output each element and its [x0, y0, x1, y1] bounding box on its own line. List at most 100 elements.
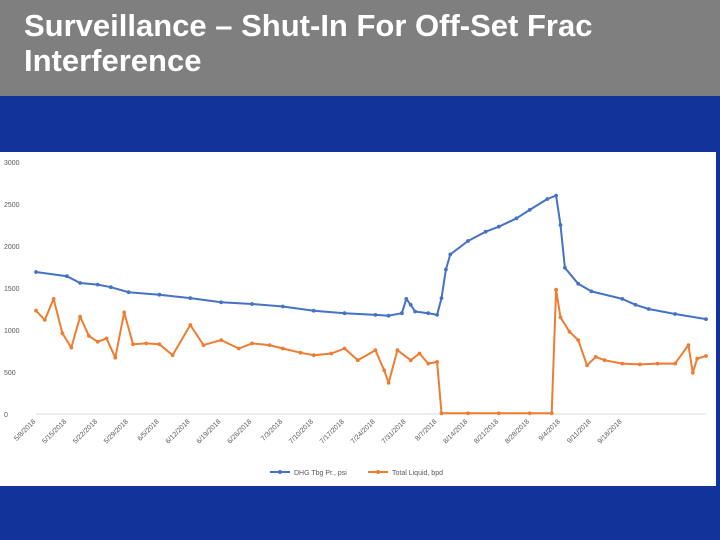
total-liquid-point [311, 353, 316, 358]
y-tick-label: 3000 [4, 160, 20, 167]
tubing-pressure-legend-label: DHG Tbg Pr., psi [294, 470, 347, 477]
tubing-pressure-point [426, 311, 431, 316]
total-liquid-point [417, 351, 422, 356]
total-liquid-point [690, 370, 695, 375]
total-liquid-point [42, 318, 47, 322]
total-liquid-point [620, 361, 625, 366]
total-liquid-point [113, 355, 118, 360]
total-liquid-point [602, 358, 607, 363]
total-liquid-point [131, 342, 135, 347]
line-chart: 0 500 1000 1500 2000 2500 3000 5/8/2018 5/15/201… [4, 160, 708, 477]
tubing-pressure-point [188, 296, 193, 300]
tubing-pressure-point [673, 312, 677, 316]
x-tick-label: 7/17/2018 [319, 418, 346, 445]
chart-panel: 0 500 1000 1500 2000 2500 3000 5/8/2018 5/15/201… [0, 152, 716, 486]
tubing-pressure-point [466, 239, 470, 243]
tubing-pressure-point [558, 223, 563, 227]
tubing-pressure-point [400, 311, 404, 316]
tubing-pressure-point [633, 302, 638, 307]
total-liquid-point [426, 361, 431, 366]
tubing-pressure-point [545, 197, 550, 201]
x-tick-label: 8/28/2018 [504, 418, 531, 445]
total-liquid-point [686, 343, 691, 347]
tubing-pressure-point [527, 208, 532, 212]
total-liquid-point [386, 381, 391, 385]
title-bar: Surveillance – Shut-In For Off-Set Frac … [0, 0, 720, 96]
total-liquid-point [408, 358, 413, 363]
total-liquid-point [585, 363, 589, 368]
total-liquid-point [382, 368, 387, 373]
tubing-pressure-point [483, 229, 488, 234]
tubing-pressure-point [646, 307, 651, 311]
total-liquid-point [704, 354, 708, 358]
total-liquid-point [69, 345, 74, 350]
tubing-pressure-point [413, 309, 417, 314]
total-liquid-point [201, 343, 206, 347]
total-liquid-point [219, 338, 224, 342]
tubing-pressure-point [448, 252, 453, 257]
x-tick-label: 5/8/2018 [13, 418, 37, 442]
total-liquid-point [51, 297, 56, 301]
tubing-pressure-point [554, 193, 558, 198]
total-liquid-legend-marker [376, 470, 380, 474]
total-liquid-point [558, 315, 563, 320]
tubing-pressure-point [311, 308, 316, 313]
tubing-pressure-point [342, 311, 347, 316]
total-liquid-point [576, 338, 581, 342]
blue-band-bottom [0, 486, 720, 540]
x-tick-label: 9/18/2018 [597, 418, 624, 445]
total-liquid-point [342, 346, 347, 351]
tubing-pressure-point [620, 297, 625, 301]
tubing-pressure-line [35, 194, 707, 321]
x-tick-label: 6/5/2018 [137, 418, 161, 442]
x-tick-label: 5/29/2018 [103, 418, 130, 445]
total-liquid-point [267, 343, 272, 347]
tubing-pressure-point [439, 296, 444, 300]
x-tick-label: 7/24/2018 [350, 418, 377, 445]
total-liquid-point [122, 310, 127, 315]
total-liquid-point [435, 360, 439, 364]
x-tick-label: 7/3/2018 [260, 418, 284, 442]
x-tick-label: 7/10/2018 [288, 418, 315, 445]
slide-title: Surveillance – Shut-In For Off-Set Frac … [24, 8, 593, 78]
tubing-pressure-point [576, 281, 581, 286]
tubing-pressure-point [219, 300, 224, 305]
total-liquid-point [236, 346, 241, 351]
total-liquid-point [373, 348, 378, 353]
total-liquid-point [554, 287, 558, 292]
x-tick-label: 5/22/2018 [72, 418, 99, 445]
total-liquid-point [188, 323, 193, 327]
total-liquid-point [104, 336, 109, 341]
total-liquid-point [673, 361, 677, 366]
tubing-pressure-point [95, 282, 100, 287]
total-liquid-point [496, 411, 501, 416]
x-tick-label: 7/31/2018 [381, 418, 408, 445]
blue-band-top [0, 96, 720, 152]
y-tick-label: 1500 [4, 286, 20, 293]
tubing-pressure-point [34, 270, 38, 274]
total-liquid-point [144, 341, 149, 346]
tubing-pressure-point [563, 265, 567, 270]
tubing-pressure-point [65, 274, 69, 279]
total-liquid-point [527, 411, 532, 416]
tubing-pressure-point [250, 302, 254, 306]
tubing-pressure-point [157, 292, 162, 297]
tubing-pressure-point [704, 317, 708, 321]
total-liquid-point [250, 341, 254, 346]
total-liquid-point [157, 342, 162, 347]
y-tick-label: 2500 [4, 202, 20, 209]
x-tick-label: 8/7/2018 [414, 418, 438, 442]
total-liquid-point [78, 314, 82, 319]
tubing-pressure-point [408, 302, 413, 307]
tubing-pressure-point [404, 297, 409, 301]
x-tick-label: 9/4/2018 [538, 418, 562, 442]
x-tick-label: 8/21/2018 [473, 418, 500, 445]
total-liquid-point [466, 411, 470, 416]
total-liquid-point [593, 355, 598, 359]
tubing-pressure-point [444, 267, 448, 272]
total-liquid-point [567, 329, 572, 334]
total-liquid-point [170, 353, 175, 358]
total-liquid-point [60, 331, 65, 336]
tubing-pressure-point [496, 224, 501, 229]
total-liquid-point [695, 356, 700, 361]
